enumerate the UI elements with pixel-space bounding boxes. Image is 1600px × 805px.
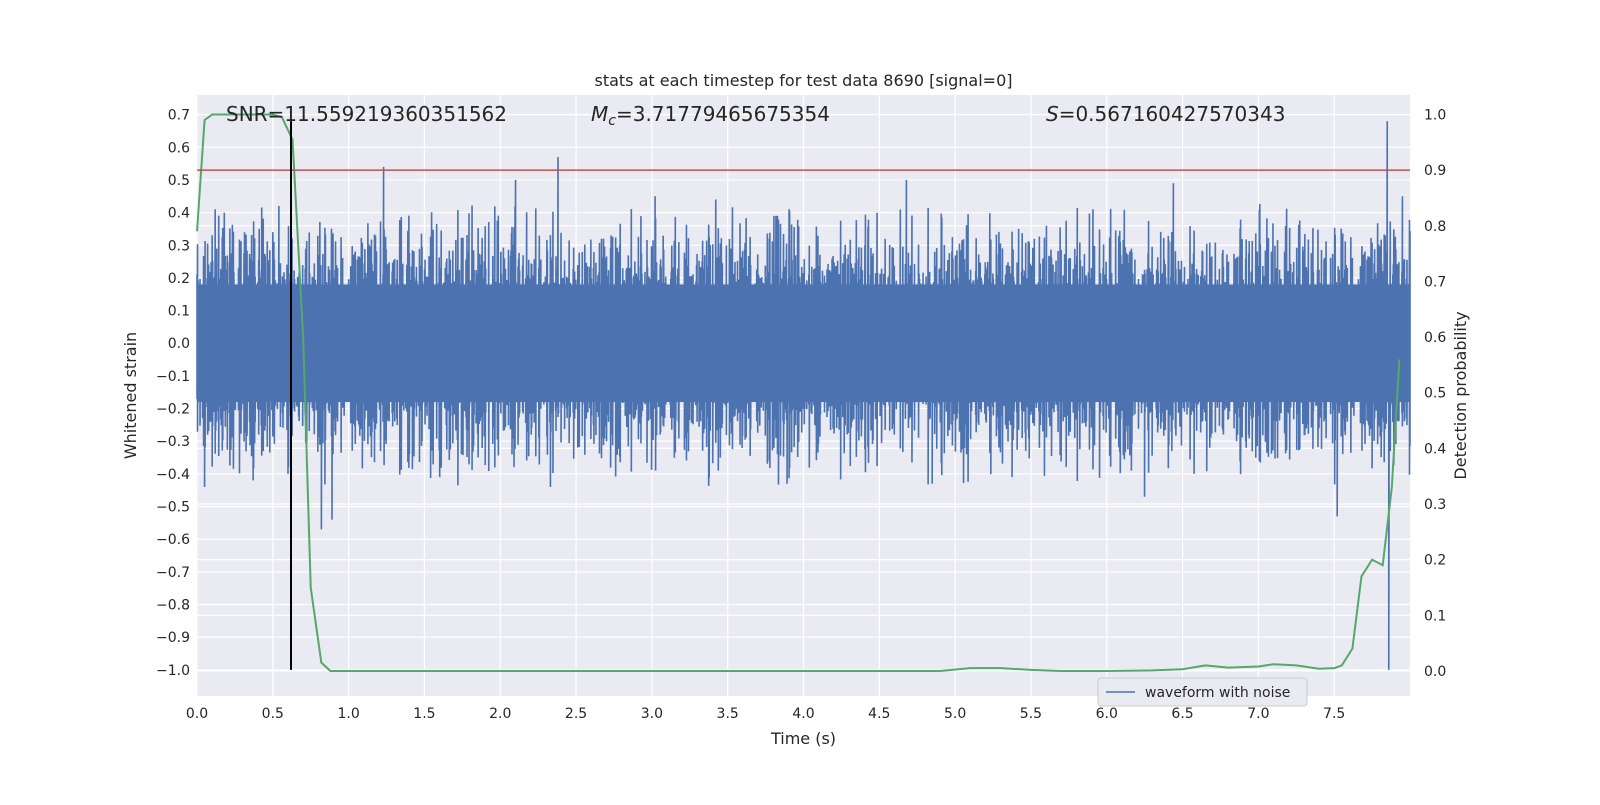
mc-subscript: c <box>608 113 616 129</box>
y-tick-label-3: 0.4 <box>168 206 190 222</box>
probability-series <box>196 113 1401 672</box>
legend-entry-waveform: waveform with noise <box>1145 685 1290 701</box>
y2-axis-label: Detection probability <box>1451 311 1470 479</box>
y2-tick-label-7: 0.3 <box>1424 497 1446 513</box>
x-tick-label-4: 2.0 <box>489 706 511 722</box>
x-tick-label-11: 5.5 <box>1020 706 1042 722</box>
x-tick-label-3: 1.5 <box>413 706 435 722</box>
ticks: 0.0 0.5 1.0 1.5 2.0 2.5 3.0 3.5 4.0 4.5 5.0 5.5 6.0 6… <box>156 107 1446 722</box>
probability-line <box>196 113 1401 672</box>
y-tick-label-4: 0.3 <box>168 238 190 254</box>
y-tick-label-1: 0.6 <box>168 140 190 156</box>
x-tick-label-8: 4.0 <box>792 706 814 722</box>
x-tick-label-2: 1.0 <box>337 706 359 722</box>
x-tick-label-7: 3.5 <box>717 706 739 722</box>
y2-tick-label-8: 0.2 <box>1424 553 1446 569</box>
x-tick-label-10: 5.0 <box>944 706 966 722</box>
y2-tick-label-0: 1.0 <box>1424 107 1446 123</box>
y2-tick-label-6: 0.4 <box>1424 441 1446 457</box>
x-tick-label-12: 6.0 <box>1096 706 1118 722</box>
y2-tick-label-2: 0.8 <box>1424 219 1446 235</box>
y-tick-label-14: −0.7 <box>156 565 190 581</box>
y-tick-label-16: −0.9 <box>156 630 190 646</box>
s-annotation: S=0.567160427570343 <box>1046 102 1285 126</box>
mc-value: =3.71779465675354 <box>616 102 830 126</box>
chart-title: stats at each timestep for test data 869… <box>594 71 1012 90</box>
x-tick-label-15: 7.5 <box>1323 706 1345 722</box>
y-tick-label-0: 0.7 <box>168 108 190 124</box>
x-tick-label-1: 0.5 <box>262 706 284 722</box>
y-tick-label-9: −0.2 <box>156 402 190 418</box>
x-tick-label-0: 0.0 <box>186 706 208 722</box>
legend-box <box>1097 677 1308 707</box>
y-tick-label-17: −1.0 <box>156 663 190 679</box>
y-tick-label-7: 0.0 <box>168 336 190 352</box>
y2-tick-label-1: 0.9 <box>1424 163 1446 179</box>
y-tick-label-11: −0.4 <box>156 467 190 483</box>
waveform-series <box>196 121 1411 670</box>
y-tick-label-2: 0.5 <box>168 173 190 189</box>
x-tick-label-5: 2.5 <box>565 706 587 722</box>
y2-tick-label-9: 0.1 <box>1424 608 1446 624</box>
y2-tick-label-3: 0.7 <box>1424 274 1446 290</box>
snr-annotation: SNR=11.559219360351562 <box>226 102 507 126</box>
s-value: =0.567160427570343 <box>1059 102 1286 126</box>
x-tick-label-14: 7.0 <box>1247 706 1269 722</box>
y-tick-label-12: −0.5 <box>156 500 190 516</box>
y-axis-label: Whitened strain <box>121 332 140 459</box>
y-tick-label-13: −0.6 <box>156 532 190 548</box>
x-tick-label-6: 3.0 <box>641 706 663 722</box>
waveform-line <box>196 121 1411 670</box>
mc-annotation: Mc=3.71779465675354 <box>591 102 830 129</box>
s-symbol: S <box>1046 102 1059 126</box>
y-tick-label-8: −0.1 <box>156 369 190 385</box>
y-tick-label-10: −0.3 <box>156 434 190 450</box>
y-tick-label-15: −0.8 <box>156 598 190 614</box>
mc-symbol: M <box>591 102 608 126</box>
y2-tick-label-4: 0.6 <box>1424 330 1446 346</box>
y-tick-label-6: 0.1 <box>168 304 190 320</box>
y2-tick-label-10: 0.0 <box>1424 664 1446 680</box>
x-tick-label-9: 4.5 <box>868 706 890 722</box>
x-axis-label: Time (s) <box>770 729 836 748</box>
y2-tick-label-5: 0.5 <box>1424 386 1446 402</box>
y-tick-label-5: 0.2 <box>168 271 190 287</box>
x-tick-label-13: 6.5 <box>1171 706 1193 722</box>
legend: waveform with noise <box>1097 677 1308 707</box>
